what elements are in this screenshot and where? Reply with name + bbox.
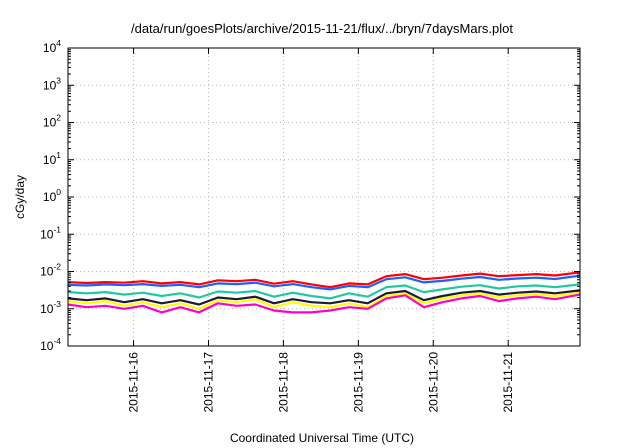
y-axis: 10-4 10-3 10-2 10-1 100 101 102 103 104 — [40, 38, 580, 353]
y-tick-label: 100 — [43, 187, 61, 204]
y-tick-label: 10-3 — [40, 299, 61, 316]
x-tick-label: 2015-11-16 — [127, 352, 141, 413]
y-tick-label: 103 — [43, 75, 61, 92]
y-tick-label: 10-1 — [40, 224, 61, 241]
y-tick-label: 101 — [43, 150, 61, 167]
x-tick-label: 2015-11-20 — [426, 352, 440, 413]
x-axis-label: Coordinated Universal Time (UTC) — [230, 431, 414, 445]
series-line-5 — [67, 289, 581, 306]
series-line-1 — [67, 271, 581, 289]
x-tick-label: 2015-11-21 — [501, 352, 515, 413]
series-line-4 — [67, 291, 581, 310]
y-tick-label: 10-4 — [40, 336, 61, 353]
x-tick-label: 2015-11-19 — [351, 352, 365, 413]
series-lines — [67, 271, 581, 314]
series-line-6 — [67, 293, 581, 314]
x-tick-label: 2015-11-18 — [276, 352, 290, 413]
series-line-3 — [67, 283, 581, 300]
y-tick-label: 102 — [43, 113, 61, 130]
chart-title: /data/run/goesPlots/archive/2015-11-21/f… — [131, 21, 513, 36]
series-line-2 — [67, 274, 581, 291]
y-tick-label: 104 — [43, 38, 61, 55]
x-axis: 2015-11-16 2015-11-17 2015-11-18 2015-11-19… — [127, 48, 515, 413]
x-tick-label: 2015-11-17 — [201, 352, 215, 413]
y-tick-label: 10-2 — [40, 262, 61, 279]
y-axis-label: cGy/day — [13, 175, 27, 219]
